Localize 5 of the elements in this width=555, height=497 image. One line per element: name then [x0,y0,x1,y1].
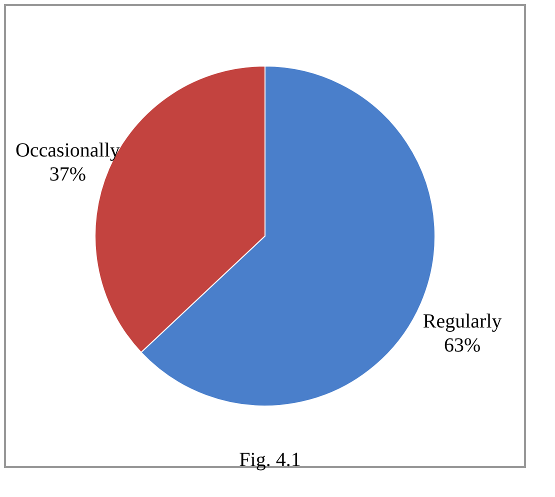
data-label: 37% [49,164,86,186]
caption: Fig. 4.1 [239,449,301,471]
data-label: 63% [444,334,481,356]
slice-label: Occasionally [15,140,120,162]
slice-label: Regularly [422,310,502,332]
